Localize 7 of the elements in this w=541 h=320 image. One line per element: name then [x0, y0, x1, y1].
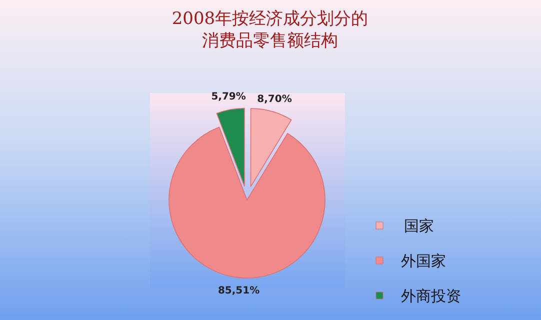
- data-label: 85,51%: [218, 286, 260, 297]
- legend-label: 国家: [404, 217, 434, 235]
- legend-label: 外商投资: [401, 287, 461, 305]
- chart-title: 2008年按经济成分划分的消费品零售额结构: [172, 9, 368, 51]
- data-label: 5,79%: [211, 92, 246, 103]
- legend-label: 外国家: [401, 252, 446, 270]
- data-label: 8,70%: [257, 94, 292, 105]
